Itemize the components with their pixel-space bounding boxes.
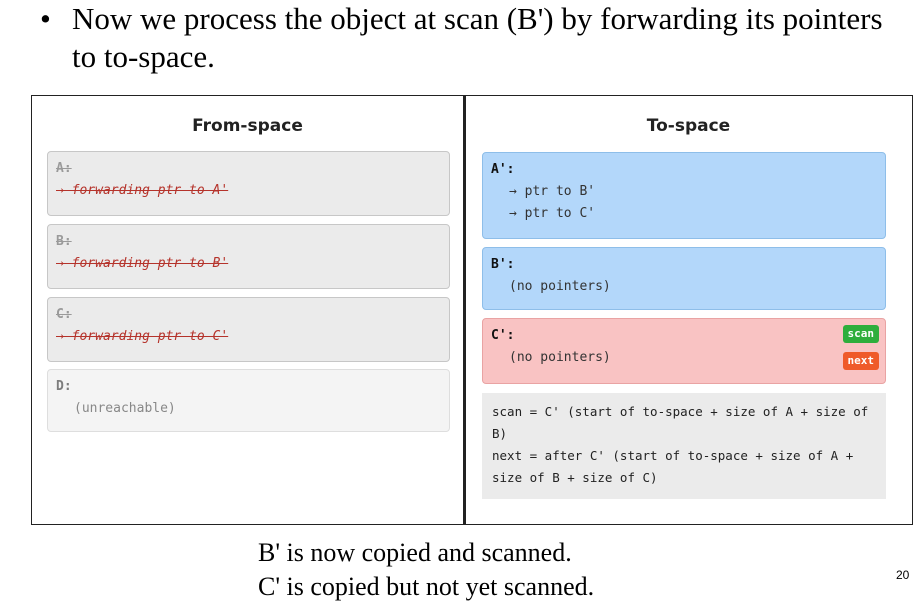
to-object-c-prime: C': (no pointers) scan next (482, 318, 886, 384)
gc-diagram: From-space A: → forwarding ptr to A' B: … (31, 95, 913, 525)
bullet-point: • Now we process the object at scan (B')… (40, 0, 910, 76)
object-name: B': (491, 257, 515, 272)
object-name: A: (56, 161, 72, 176)
page-number: 20 (896, 568, 910, 582)
object-name: D: (56, 379, 72, 394)
to-object-b-prime: B': (no pointers) (482, 247, 886, 310)
pointer-line: → ptr to B' (509, 184, 596, 199)
from-object-c: C: → forwarding ptr to C' (47, 297, 450, 362)
scan-explanation: scan = C' (start of to-space + size of A… (492, 404, 869, 441)
object-status: (unreachable) (74, 401, 176, 416)
object-name: A': (491, 162, 515, 177)
forwarding-pointer: → forwarding ptr to C' (56, 329, 229, 344)
pointer-line: → ptr to C' (509, 206, 596, 221)
from-space-title: From-space (192, 116, 303, 136)
from-object-b: B: → forwarding ptr to B' (47, 224, 450, 289)
from-object-a: A: → forwarding ptr to A' (47, 151, 450, 216)
pointer-line: (no pointers) (509, 350, 611, 365)
caption-line-1: B' is now copied and scanned. (258, 538, 572, 567)
to-space-panel: To-space A': → ptr to B' → ptr to C' B':… (466, 96, 911, 524)
to-space-title: To-space (646, 116, 731, 136)
forwarding-pointer: → forwarding ptr to B' (56, 256, 229, 271)
caption-line-2: C' is copied but not yet scanned. (258, 572, 595, 601)
scan-tag: scan (842, 325, 879, 343)
next-explanation: next = after C' (start of to-space + siz… (492, 448, 854, 485)
pointer-explanation: scan = C' (start of to-space + size of A… (482, 393, 886, 499)
slide-caption: B' is now copied and scanned. C' is copi… (258, 536, 594, 604)
from-space-panel: From-space A: → forwarding ptr to A' B: … (32, 96, 466, 524)
pointer-line: (no pointers) (509, 279, 611, 294)
next-tag: next (842, 352, 879, 370)
from-object-d: D: (unreachable) (47, 369, 450, 432)
forwarding-pointer: → forwarding ptr to A' (56, 183, 229, 198)
to-object-a-prime: A': → ptr to B' → ptr to C' (482, 152, 886, 239)
bullet-dot: • (40, 1, 51, 36)
object-name: C: (56, 307, 72, 322)
object-name: C': (491, 328, 515, 343)
object-name: B: (56, 234, 72, 249)
bullet-text: Now we process the object at scan (B') b… (72, 1, 883, 74)
